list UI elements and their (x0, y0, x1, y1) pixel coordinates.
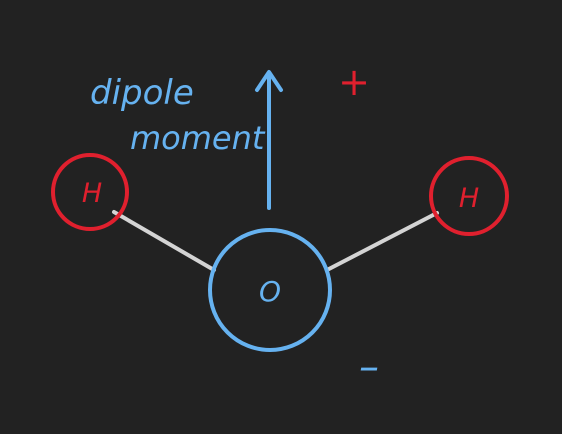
hydrogen-right-label: H (459, 183, 479, 214)
hydrogen-atom-right: H (429, 156, 509, 236)
bond-left (112, 210, 216, 272)
positive-charge: + (338, 60, 370, 104)
bond-right (325, 211, 439, 272)
arrow-up-icon (255, 70, 283, 210)
oxygen-label: O (259, 275, 281, 308)
dipole-label-line1: dipole (90, 73, 194, 113)
hydrogen-left-label: H (82, 178, 102, 209)
hydrogen-atom-left: H (51, 153, 129, 231)
oxygen-atom: O (208, 228, 332, 352)
negative-charge: – (359, 344, 379, 390)
dipole-label-line2: moment (130, 119, 266, 157)
